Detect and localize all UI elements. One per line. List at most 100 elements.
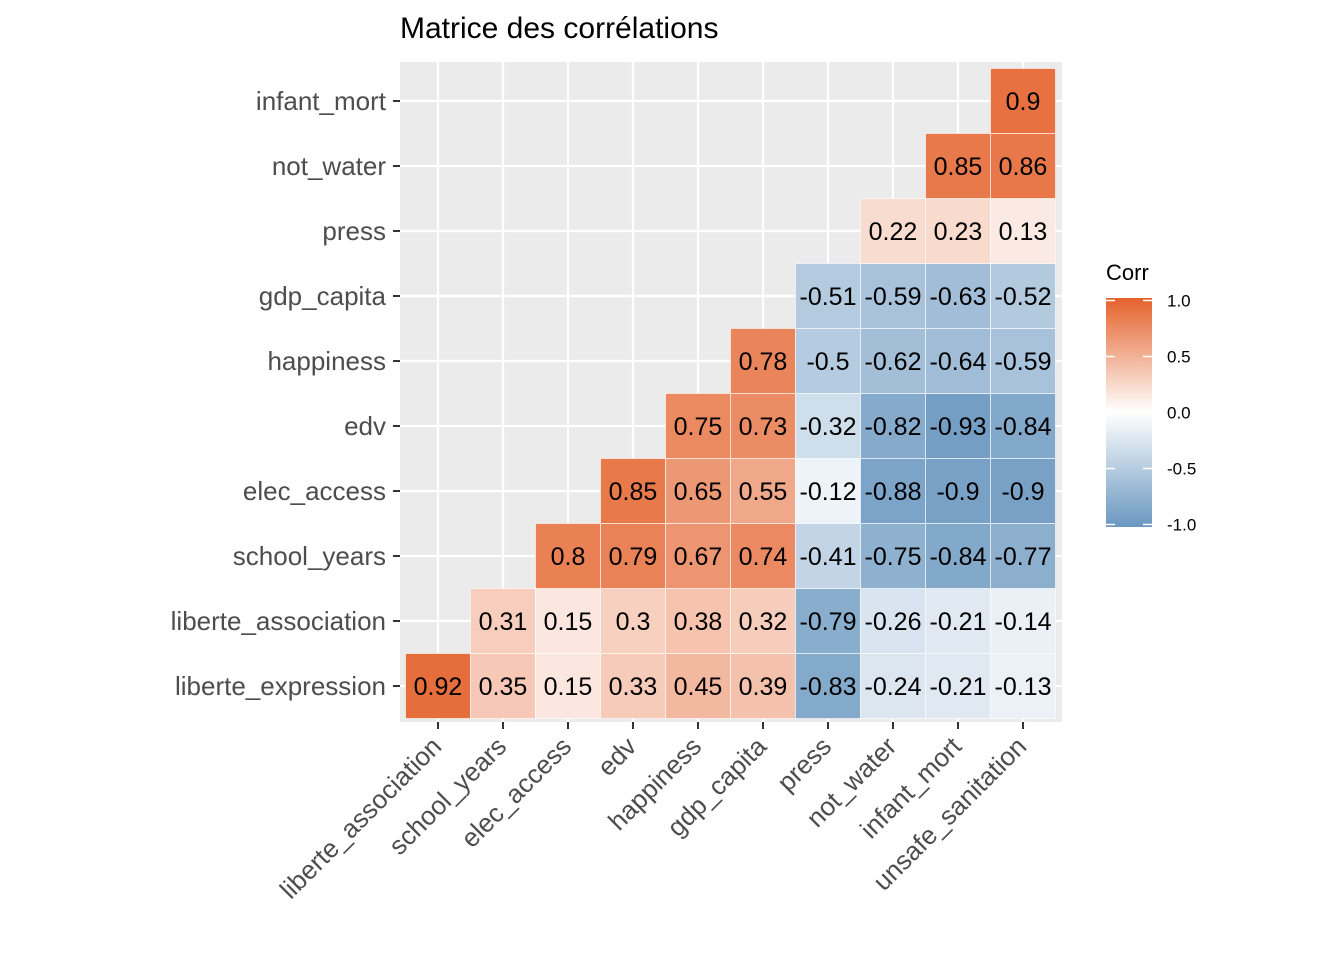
- heatmap-cell: [600, 588, 666, 654]
- heatmap-cell: [860, 523, 926, 589]
- heatmap-cell: [925, 588, 991, 654]
- cell-value-label: 0.86: [999, 153, 1048, 181]
- heatmap-cell: [925, 523, 991, 589]
- cell-value-label: -0.59: [865, 283, 922, 311]
- cell-value-label: -0.84: [930, 543, 987, 571]
- heatmap-cell: [860, 458, 926, 524]
- x-axis: liberte_associationschool_yearselec_acce…: [274, 722, 1032, 905]
- heatmap-cell: [795, 653, 861, 719]
- cell-value-label: 0.3: [616, 608, 651, 636]
- heatmap-cell: [665, 393, 731, 459]
- cell-value-label: 0.32: [739, 608, 788, 636]
- cell-value-label: -0.24: [865, 673, 922, 701]
- cell-value-label: -0.93: [930, 413, 987, 441]
- cell-value-label: 0.38: [674, 608, 723, 636]
- cell-value-label: -0.83: [800, 673, 857, 701]
- heatmap-cell: [990, 263, 1056, 329]
- heatmap-cell: [535, 653, 601, 719]
- cell-value-label: 0.23: [934, 218, 983, 246]
- heatmap-cell: [925, 263, 991, 329]
- chart-title: Matrice des corrélations: [400, 12, 718, 45]
- cell-value-label: -0.59: [995, 348, 1052, 376]
- legend-tick-label: 0.5: [1167, 348, 1191, 367]
- cell-value-label: -0.5: [806, 348, 849, 376]
- heatmap-cell: [600, 523, 666, 589]
- cell-value-label: 0.78: [739, 348, 788, 376]
- heatmap-cell: [665, 588, 731, 654]
- y-tick-label: not_water: [272, 151, 387, 181]
- x-tick-label: edv: [591, 731, 642, 782]
- heatmap-cell: [600, 653, 666, 719]
- legend-tick-label: -1.0: [1167, 516, 1196, 535]
- heatmap-cell: [535, 523, 601, 589]
- y-axis: liberte_expression liberte_association sch…: [171, 86, 400, 701]
- legend-tick-label: -0.5: [1167, 460, 1196, 479]
- heatmap-cell: [990, 133, 1056, 199]
- cell-value-label: 0.39: [739, 673, 788, 701]
- cell-labels: 0.92 0.35 0.15 0.33 0.45 0.39 -0.83 -0.24 -0.21-…: [414, 88, 1052, 701]
- cell-value-label: -0.63: [930, 283, 987, 311]
- cell-value-label: 0.45: [674, 673, 723, 701]
- y-tick-label: infant_mort: [256, 86, 387, 116]
- heatmap-cell: [730, 458, 796, 524]
- heatmap-cell: [730, 653, 796, 719]
- y-tick-label: happiness: [267, 346, 386, 376]
- cell-value-label: 0.85: [934, 153, 983, 181]
- cell-value-label: -0.9: [1001, 478, 1044, 506]
- heatmap-cell: [925, 653, 991, 719]
- cell-value-label: -0.51: [800, 283, 857, 311]
- cell-value-label: 0.92: [414, 673, 463, 701]
- heatmap-cell: [990, 588, 1056, 654]
- cell-value-label: -0.62: [865, 348, 922, 376]
- heatmap-cell: [925, 458, 991, 524]
- heatmap-cell: [925, 198, 991, 264]
- cell-value-label: -0.41: [800, 543, 857, 571]
- cell-value-label: -0.82: [865, 413, 922, 441]
- heatmap-cell: [795, 523, 861, 589]
- cell-value-label: -0.21: [930, 608, 987, 636]
- cell-value-label: -0.79: [800, 608, 857, 636]
- cell-value-label: 0.67: [674, 543, 723, 571]
- cell-value-label: -0.12: [800, 478, 857, 506]
- cell-value-label: 0.35: [479, 673, 528, 701]
- heatmap-cell: [990, 653, 1056, 719]
- legend: Corr 1.0 0.5 0.0 -0.5 -1.0: [1106, 260, 1196, 535]
- heatmap-cell: [925, 393, 991, 459]
- cell-value-label: -0.64: [930, 348, 987, 376]
- heatmap-cell: [860, 198, 926, 264]
- heatmap-cell: [795, 588, 861, 654]
- cell-value-label: -0.26: [865, 608, 922, 636]
- heatmap-cell: [665, 653, 731, 719]
- y-tick-label: elec_access: [243, 476, 386, 506]
- cell-value-label: -0.75: [865, 543, 922, 571]
- y-tick-label: edv: [344, 411, 386, 441]
- heatmap-cell: [990, 523, 1056, 589]
- cell-value-label: 0.33: [609, 673, 658, 701]
- y-tick-label: liberte_expression: [175, 671, 386, 701]
- heatmap-cell: [860, 653, 926, 719]
- heatmap-cell: [860, 588, 926, 654]
- cell-value-label: -0.13: [995, 673, 1052, 701]
- heatmap-cell: [795, 263, 861, 329]
- legend-tick-label: 1.0: [1167, 292, 1191, 311]
- cell-value-label: -0.9: [936, 478, 979, 506]
- cell-value-label: -0.88: [865, 478, 922, 506]
- heatmap-cell: [795, 328, 861, 394]
- heatmap-cell: [470, 653, 536, 719]
- heatmap-cell: [795, 393, 861, 459]
- cell-value-label: 0.85: [609, 478, 658, 506]
- cell-value-label: -0.52: [995, 283, 1052, 311]
- legend-title: Corr: [1106, 260, 1149, 285]
- cell-value-label: 0.74: [739, 543, 788, 571]
- heatmap-cell: [990, 328, 1056, 394]
- cell-value-label: -0.21: [930, 673, 987, 701]
- cell-value-label: -0.32: [800, 413, 857, 441]
- cell-value-label: 0.9: [1006, 88, 1041, 116]
- cell-value-label: 0.65: [674, 478, 723, 506]
- heatmap-cell: [665, 523, 731, 589]
- cell-value-label: 0.13: [999, 218, 1048, 246]
- heatmap-cell: [925, 133, 991, 199]
- heatmap-cells: [405, 68, 1056, 719]
- cell-value-label: 0.79: [609, 543, 658, 571]
